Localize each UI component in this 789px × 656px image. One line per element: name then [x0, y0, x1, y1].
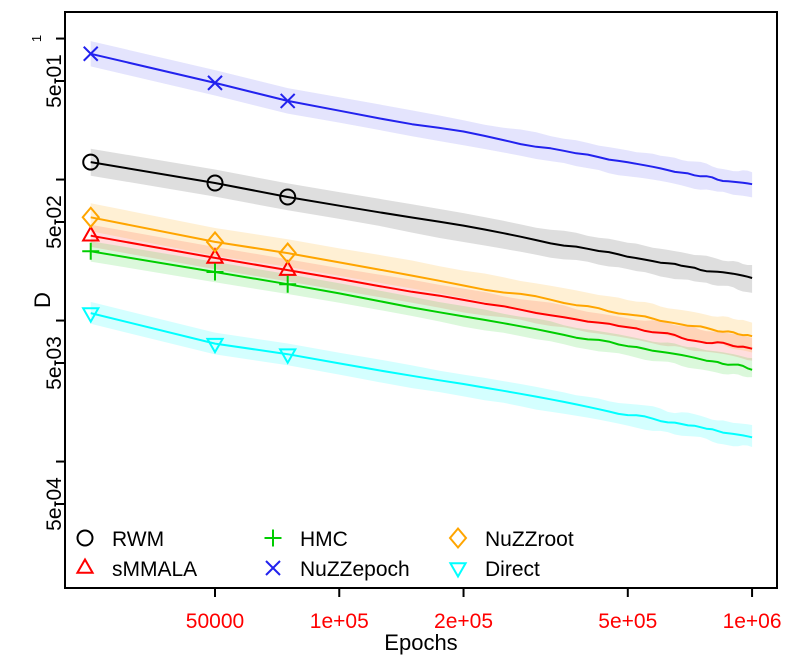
Direct-line: [90, 312, 753, 439]
legend-item-NuZZepoch: NuZZepoch: [265, 558, 410, 581]
y-tick-label-1: 1: [29, 35, 44, 42]
HMC-marker-75000: [279, 275, 297, 293]
x-tick-label-5e+05: 5e+05: [598, 610, 657, 633]
series-lines-layer: [90, 52, 753, 439]
legend-item-RWM: RWM: [76, 528, 164, 551]
NuZZepoch-marker-50000: [207, 75, 223, 91]
NuZZroot-marker-50000: [205, 230, 225, 253]
legend-marker-RWM: [76, 529, 94, 547]
confidence-bands-layer: [90, 41, 753, 447]
legend-item-sMMALA: sMMALA: [75, 557, 197, 581]
legend-item-Direct: Direct: [448, 558, 540, 581]
legend: RWM sMMALA HMC NuZZepoch NuZZroot Direct: [75, 526, 574, 581]
NuZZepoch-marker-25000: [83, 46, 99, 62]
Direct-marker-25000: [81, 307, 101, 324]
legend-label-RWM: RWM: [112, 528, 164, 551]
legend-item-NuZZroot: NuZZroot: [448, 526, 574, 551]
Direct-marker-75000: [278, 348, 298, 365]
legend-marker-HMC: [264, 529, 282, 547]
y-tick-label-5e-04: 5e-04: [43, 477, 66, 531]
x-tick-label-1e+06: 1e+06: [723, 610, 782, 633]
x-axis-title: Epochs: [384, 630, 457, 655]
NuZZepoch-marker-75000: [279, 93, 296, 109]
sMMALA-marker-25000: [81, 225, 101, 242]
Direct-confidence-band: [90, 301, 753, 447]
NuZZepoch-line: [90, 52, 753, 186]
x-tick-label-1e+05: 1e+05: [310, 610, 369, 633]
HMC-marker-25000: [82, 242, 100, 260]
y-tick-label-5e-02: 5e-02: [43, 195, 66, 249]
legend-label-Direct: Direct: [485, 558, 540, 581]
HMC-marker-50000: [206, 263, 224, 281]
RWM-marker-75000: [279, 188, 297, 206]
y-tick-label-5e-03: 5e-03: [43, 336, 66, 390]
Direct-marker-50000: [205, 337, 225, 355]
plot-border: [64, 11, 778, 589]
RWM-confidence-band: [90, 148, 753, 293]
legend-label-NuZZepoch: NuZZepoch: [300, 558, 410, 581]
HMC-line: [90, 250, 753, 371]
RWM-marker-50000: [206, 174, 224, 192]
RWM-marker-25000: [82, 153, 100, 171]
legend-item-HMC: HMC: [264, 528, 348, 551]
sMMALA-line: [90, 234, 753, 350]
legend-label-HMC: HMC: [300, 528, 348, 551]
RWM-line: [90, 161, 753, 279]
axes-layer: 50000 1e+05 2e+05 5e+05 1e+06 1 5e-01 5e-02 5e-0…: [29, 11, 782, 633]
y-tick-label-5e-01: 5e-01: [43, 54, 66, 108]
sMMALA-marker-75000: [278, 259, 298, 276]
legend-marker-NuZZroot: [448, 526, 468, 550]
y-axis-title: D: [30, 292, 55, 308]
x-tick-label-50000: 50000: [186, 610, 244, 633]
legend-marker-Direct: [448, 562, 468, 579]
series-markers-layer: [81, 46, 298, 365]
legend-label-NuZZroot: NuZZroot: [485, 528, 574, 551]
NuZZroot-marker-25000: [81, 206, 101, 229]
legend-marker-sMMALA: [75, 557, 95, 574]
sMMALA-marker-50000: [205, 247, 225, 264]
NuZZroot-line: [90, 216, 753, 338]
x-tick-label-2e+05: 2e+05: [434, 610, 493, 633]
legend-label-sMMALA: sMMALA: [112, 558, 197, 581]
legend-marker-NuZZepoch: [265, 560, 281, 576]
NuZZroot-marker-75000: [278, 242, 297, 265]
NuZZepoch-confidence-band: [90, 41, 753, 198]
